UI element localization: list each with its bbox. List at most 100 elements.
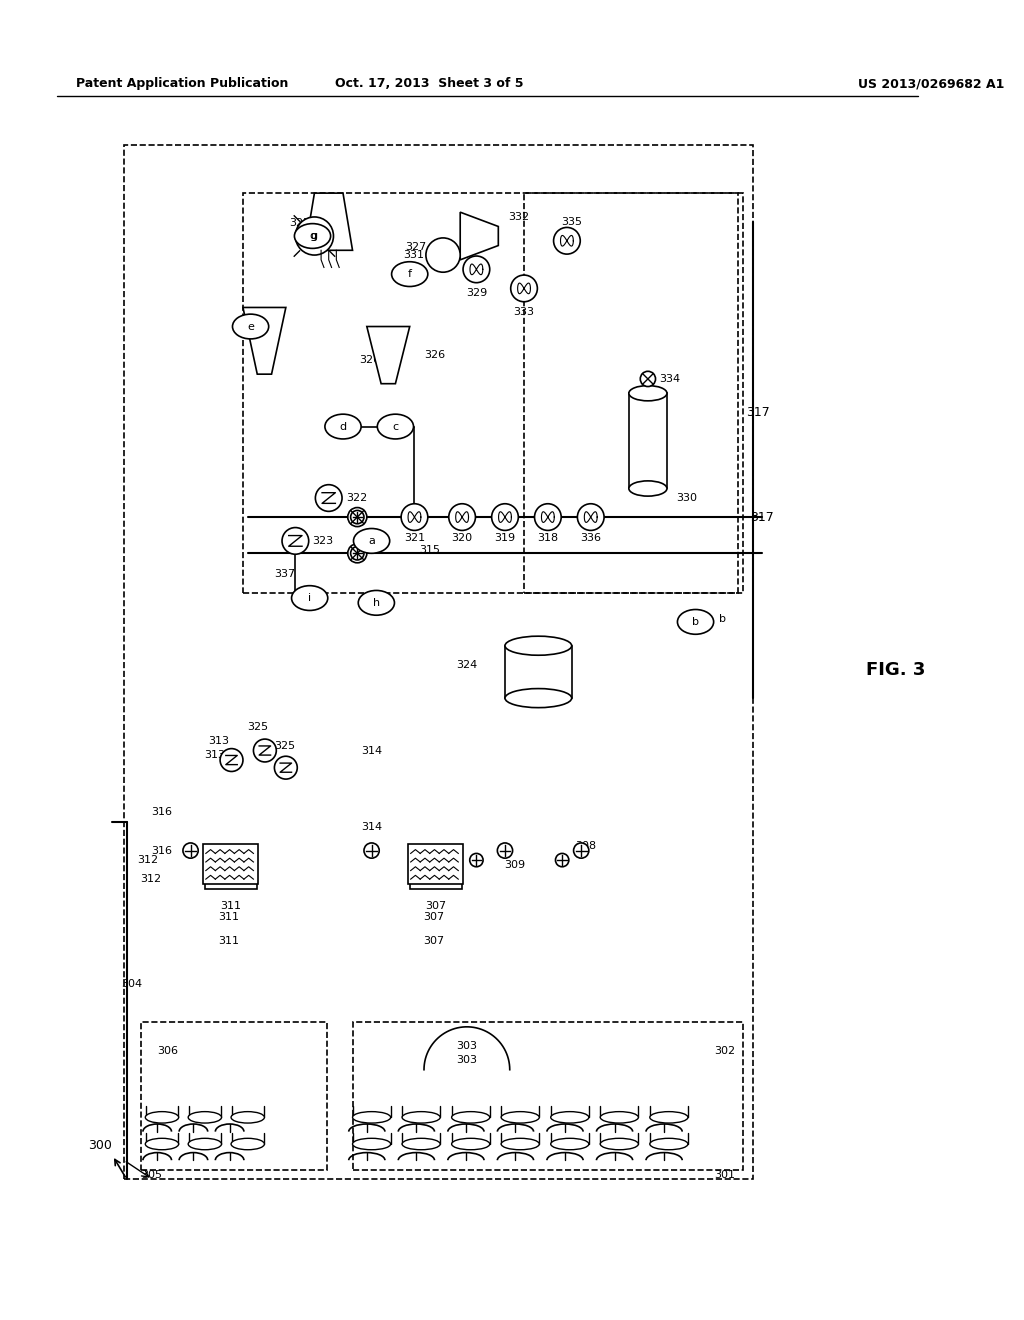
Text: h: h — [373, 598, 380, 607]
Circle shape — [315, 484, 342, 511]
Text: 332: 332 — [508, 213, 529, 222]
Circle shape — [640, 371, 655, 387]
Text: 336: 336 — [581, 533, 601, 543]
Text: i: i — [308, 593, 311, 603]
Text: 300: 300 — [88, 1139, 112, 1152]
Text: b: b — [720, 614, 726, 624]
Ellipse shape — [377, 414, 414, 440]
Bar — [629, 393, 667, 488]
Ellipse shape — [145, 1138, 178, 1150]
Text: 314: 314 — [361, 822, 382, 832]
Text: Oct. 17, 2013  Sheet 3 of 5: Oct. 17, 2013 Sheet 3 of 5 — [335, 77, 523, 90]
Text: b: b — [692, 616, 699, 627]
Text: 329: 329 — [466, 288, 487, 298]
Bar — [124, 145, 753, 1179]
Text: 307: 307 — [425, 900, 446, 911]
Text: 309: 309 — [504, 859, 525, 870]
Ellipse shape — [452, 1138, 489, 1150]
Ellipse shape — [501, 1111, 540, 1123]
Circle shape — [554, 227, 581, 255]
Text: Patent Application Publication: Patent Application Publication — [76, 77, 289, 90]
Circle shape — [348, 544, 367, 562]
Circle shape — [350, 511, 364, 524]
Ellipse shape — [188, 1111, 221, 1123]
Text: f: f — [408, 269, 412, 279]
Polygon shape — [305, 193, 352, 251]
Text: 316: 316 — [152, 808, 172, 817]
Text: 320: 320 — [452, 533, 473, 543]
Text: 319: 319 — [495, 533, 515, 543]
Ellipse shape — [650, 1111, 688, 1123]
Circle shape — [183, 843, 199, 858]
Text: 307: 307 — [423, 912, 444, 923]
Text: 324: 324 — [504, 660, 525, 669]
Bar — [203, 843, 258, 884]
Text: 313: 313 — [204, 750, 225, 760]
Circle shape — [573, 843, 589, 858]
Text: 322: 322 — [346, 494, 368, 503]
Text: 305: 305 — [141, 1170, 162, 1180]
Text: 321: 321 — [403, 533, 425, 543]
Circle shape — [511, 275, 538, 302]
Text: 328: 328 — [322, 205, 343, 214]
Text: 326: 326 — [359, 355, 380, 364]
Ellipse shape — [232, 314, 268, 339]
Ellipse shape — [145, 1111, 178, 1123]
Ellipse shape — [358, 590, 394, 615]
Polygon shape — [460, 213, 499, 260]
Ellipse shape — [352, 1111, 390, 1123]
Circle shape — [535, 504, 561, 531]
Text: 308: 308 — [575, 841, 597, 851]
Ellipse shape — [505, 636, 571, 655]
Text: 327: 327 — [289, 219, 310, 228]
Text: 333: 333 — [514, 308, 535, 317]
Ellipse shape — [402, 1138, 440, 1150]
Bar — [505, 645, 571, 698]
Ellipse shape — [629, 385, 667, 401]
Text: 325: 325 — [247, 722, 268, 731]
Circle shape — [578, 504, 604, 531]
Ellipse shape — [292, 586, 328, 610]
Text: 307: 307 — [423, 936, 444, 946]
Circle shape — [364, 843, 379, 858]
Text: 317: 317 — [750, 511, 773, 524]
Bar — [352, 1022, 743, 1170]
Text: 306: 306 — [158, 1045, 178, 1056]
Circle shape — [282, 528, 308, 554]
Text: US 2013/0269682 A1: US 2013/0269682 A1 — [857, 77, 1004, 90]
Ellipse shape — [295, 223, 331, 248]
Text: 327: 327 — [404, 243, 426, 252]
Ellipse shape — [505, 689, 571, 708]
Ellipse shape — [391, 261, 428, 286]
Ellipse shape — [650, 1138, 688, 1150]
Ellipse shape — [353, 528, 390, 553]
Text: 325: 325 — [274, 741, 295, 751]
Text: 331: 331 — [403, 249, 424, 260]
Circle shape — [274, 756, 297, 779]
Text: 335: 335 — [561, 216, 583, 227]
Text: 324: 324 — [457, 660, 477, 669]
Text: 317: 317 — [746, 405, 770, 418]
Ellipse shape — [231, 1111, 264, 1123]
Circle shape — [295, 216, 334, 255]
Text: d: d — [339, 421, 346, 432]
Ellipse shape — [551, 1111, 589, 1123]
Circle shape — [449, 504, 475, 531]
Circle shape — [492, 504, 518, 531]
Text: 337: 337 — [274, 569, 295, 579]
Polygon shape — [243, 308, 286, 374]
Text: g: g — [311, 231, 318, 242]
Ellipse shape — [678, 610, 714, 635]
Text: 311: 311 — [218, 936, 240, 946]
Bar — [205, 846, 257, 888]
Ellipse shape — [501, 1138, 540, 1150]
Text: 314: 314 — [361, 746, 382, 755]
Text: e: e — [243, 322, 249, 331]
Text: 303: 303 — [457, 1055, 477, 1065]
Circle shape — [350, 546, 364, 560]
Ellipse shape — [352, 1138, 390, 1150]
Text: 303: 303 — [457, 1041, 477, 1051]
Text: 330: 330 — [677, 494, 697, 503]
Text: 323: 323 — [312, 536, 334, 546]
Text: 315: 315 — [419, 545, 440, 556]
